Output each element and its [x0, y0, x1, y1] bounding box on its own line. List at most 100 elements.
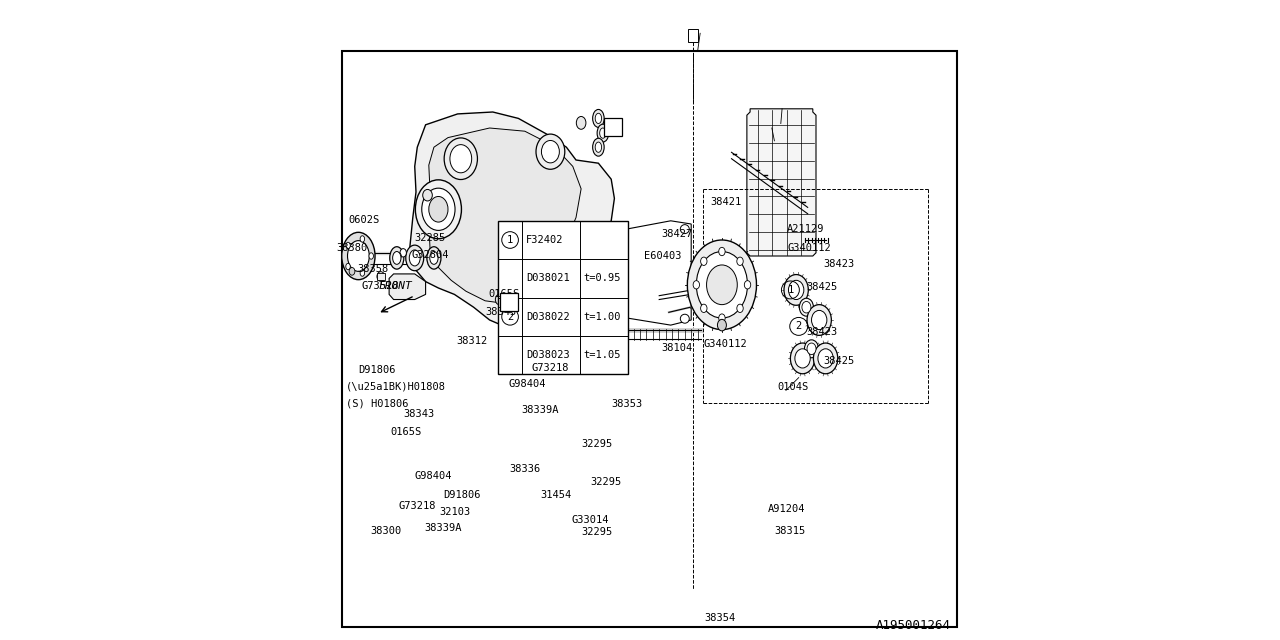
Text: 32295: 32295	[581, 527, 612, 538]
Ellipse shape	[346, 243, 351, 249]
Ellipse shape	[576, 116, 586, 129]
Ellipse shape	[719, 247, 726, 256]
Ellipse shape	[719, 314, 726, 323]
Text: D91806: D91806	[444, 490, 481, 500]
Text: G98404: G98404	[508, 379, 547, 389]
Text: G98404: G98404	[415, 471, 452, 481]
Text: t=1.05: t=1.05	[584, 350, 621, 360]
Text: G33014: G33014	[571, 515, 609, 525]
Text: 38343: 38343	[485, 307, 516, 317]
Ellipse shape	[612, 309, 621, 318]
Ellipse shape	[681, 314, 689, 323]
Ellipse shape	[687, 240, 756, 330]
Text: 0165S: 0165S	[390, 427, 421, 437]
Text: A91204: A91204	[768, 504, 805, 514]
Text: 38315: 38315	[774, 526, 805, 536]
Ellipse shape	[707, 265, 737, 305]
Text: D038022: D038022	[526, 312, 570, 322]
Ellipse shape	[694, 280, 699, 289]
Text: 0104S: 0104S	[777, 382, 809, 392]
Ellipse shape	[451, 145, 472, 173]
Text: 38427: 38427	[662, 229, 692, 239]
Ellipse shape	[808, 343, 817, 355]
Ellipse shape	[541, 141, 559, 163]
Text: 38380: 38380	[335, 243, 367, 253]
Text: 32295: 32295	[591, 477, 622, 487]
Text: G340112: G340112	[787, 243, 831, 253]
Ellipse shape	[718, 319, 727, 331]
Text: 32295: 32295	[581, 439, 612, 449]
Ellipse shape	[415, 180, 462, 239]
Ellipse shape	[745, 280, 751, 289]
Ellipse shape	[791, 343, 814, 374]
Ellipse shape	[595, 142, 602, 152]
Text: 38423: 38423	[823, 259, 854, 269]
Ellipse shape	[805, 340, 819, 358]
Text: FRONT: FRONT	[379, 281, 412, 291]
Text: A: A	[504, 296, 513, 308]
Ellipse shape	[397, 253, 402, 259]
Ellipse shape	[426, 246, 440, 269]
Ellipse shape	[596, 124, 609, 142]
Ellipse shape	[429, 196, 448, 222]
Ellipse shape	[406, 245, 424, 271]
Ellipse shape	[814, 343, 838, 374]
Ellipse shape	[349, 268, 355, 275]
Text: 32103: 32103	[440, 507, 471, 517]
Ellipse shape	[342, 232, 375, 280]
Ellipse shape	[700, 257, 707, 266]
Ellipse shape	[801, 301, 812, 313]
Bar	[499, 293, 517, 311]
Text: 38104: 38104	[662, 342, 692, 353]
Ellipse shape	[495, 294, 503, 305]
Ellipse shape	[788, 280, 804, 300]
Ellipse shape	[360, 270, 365, 276]
Ellipse shape	[369, 253, 374, 259]
Ellipse shape	[348, 241, 369, 271]
Bar	[689, 29, 699, 42]
Text: 1: 1	[507, 235, 513, 245]
Text: G73528: G73528	[362, 281, 399, 291]
Ellipse shape	[612, 232, 621, 241]
Ellipse shape	[818, 349, 833, 368]
Text: 38425: 38425	[806, 282, 837, 292]
Ellipse shape	[538, 273, 557, 297]
Ellipse shape	[512, 253, 538, 285]
Text: 0602S: 0602S	[348, 215, 379, 225]
Text: E60403: E60403	[644, 251, 681, 261]
Text: A21129: A21129	[787, 224, 824, 234]
Text: G340112: G340112	[704, 339, 748, 349]
Ellipse shape	[599, 128, 607, 138]
Text: 2: 2	[796, 321, 801, 332]
Ellipse shape	[410, 250, 420, 266]
Text: (S) H01806: (S) H01806	[346, 398, 408, 408]
Text: 38339A: 38339A	[522, 405, 559, 415]
Ellipse shape	[595, 113, 602, 124]
Ellipse shape	[696, 252, 748, 318]
Ellipse shape	[795, 349, 810, 368]
Text: G32804: G32804	[412, 250, 449, 260]
Polygon shape	[389, 274, 425, 300]
Polygon shape	[376, 273, 384, 280]
Text: 38343: 38343	[403, 409, 434, 419]
Ellipse shape	[681, 225, 689, 234]
Text: D91806: D91806	[358, 365, 396, 375]
Text: 38353: 38353	[612, 399, 643, 410]
Text: 38423: 38423	[806, 326, 837, 337]
Ellipse shape	[422, 188, 456, 230]
Ellipse shape	[536, 134, 564, 169]
Text: 38425: 38425	[823, 356, 854, 366]
Text: G73218: G73218	[531, 363, 568, 373]
Ellipse shape	[389, 246, 404, 269]
Ellipse shape	[530, 263, 564, 307]
Text: 38339A: 38339A	[425, 523, 462, 533]
Ellipse shape	[422, 189, 433, 201]
Ellipse shape	[378, 271, 384, 281]
Ellipse shape	[399, 248, 407, 257]
Ellipse shape	[360, 236, 365, 242]
Ellipse shape	[737, 257, 744, 266]
Ellipse shape	[346, 263, 351, 269]
Text: D038023: D038023	[526, 350, 570, 360]
Polygon shape	[410, 112, 614, 333]
Text: 31454: 31454	[540, 490, 572, 500]
